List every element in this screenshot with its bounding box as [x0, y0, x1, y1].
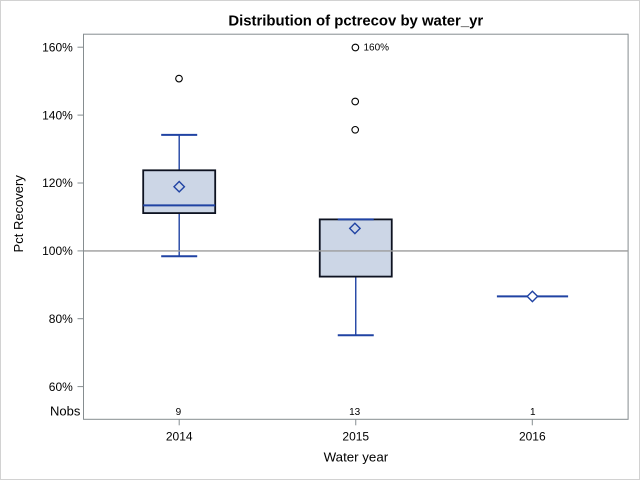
svg-text:Water year: Water year: [324, 450, 389, 465]
svg-text:2015: 2015: [342, 430, 369, 444]
svg-text:Nobs: Nobs: [50, 404, 81, 419]
svg-text:80%: 80%: [49, 312, 73, 326]
svg-text:1: 1: [530, 407, 536, 418]
svg-text:160%: 160%: [364, 43, 390, 54]
svg-text:160%: 160%: [42, 40, 73, 54]
svg-text:9: 9: [176, 407, 182, 418]
svg-text:13: 13: [349, 407, 361, 418]
svg-text:Pct Recovery: Pct Recovery: [11, 175, 26, 253]
svg-text:Distribution of pctrecov by wa: Distribution of pctrecov by water_yr: [228, 13, 483, 29]
svg-text:60%: 60%: [49, 380, 73, 394]
svg-text:140%: 140%: [42, 108, 73, 122]
svg-text:100%: 100%: [42, 244, 73, 258]
svg-text:2014: 2014: [166, 430, 193, 444]
svg-text:120%: 120%: [42, 176, 73, 190]
svg-text:2016: 2016: [519, 430, 546, 444]
